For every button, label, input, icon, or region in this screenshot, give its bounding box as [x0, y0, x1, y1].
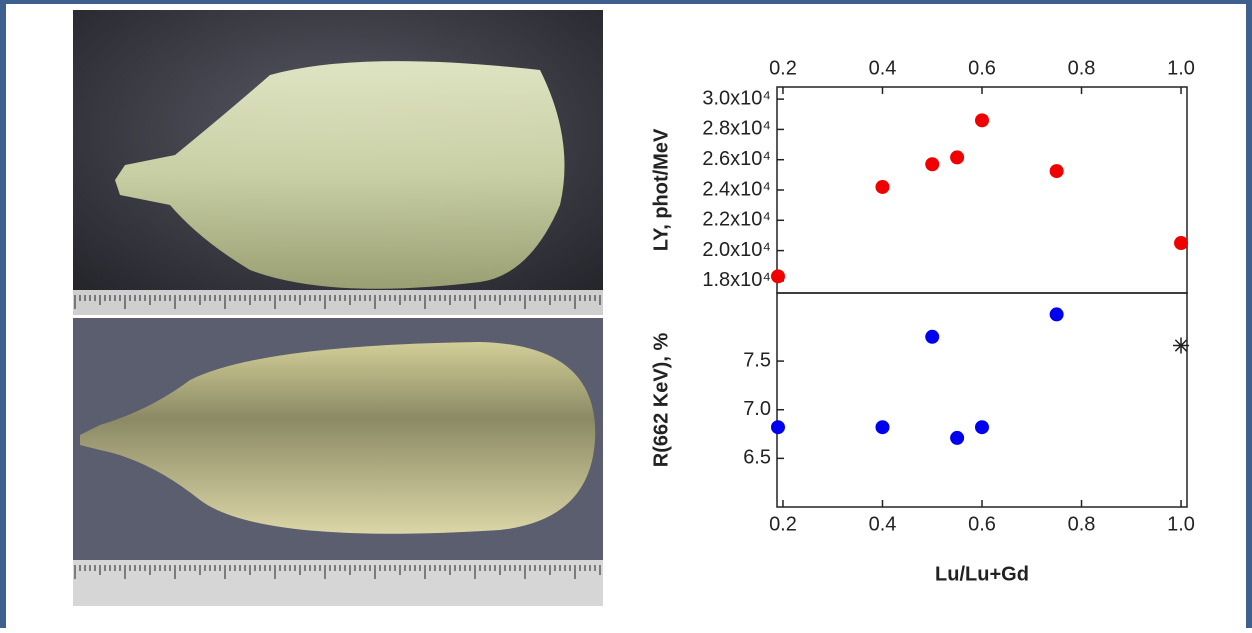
point: [975, 113, 989, 127]
x-tick-label: 0.2: [769, 57, 797, 79]
point: [875, 180, 889, 194]
slide: 0.2 0.4 0.6 0.8 1.0 1.8x10⁴ 2.0x10⁴ 2.2x10⁴ 2.4x…: [0, 0, 1252, 628]
y-axis-label: LY, phot/MeV: [650, 128, 672, 251]
y-tick-label: 2.8x10⁴: [702, 118, 771, 140]
y-tick-label: 6.5: [743, 447, 771, 469]
y-tick-label: 2.0x10⁴: [702, 239, 771, 261]
frame-left: [0, 0, 6, 628]
x-tick-label: 1.0: [1167, 57, 1195, 79]
y-tick-label: 7.5: [743, 349, 771, 371]
frame-right: [1246, 0, 1252, 628]
x-tick-label: 0.8: [1068, 57, 1096, 79]
point: [975, 420, 989, 434]
point: [925, 157, 939, 171]
y-tick-label: 2.2x10⁴: [702, 209, 771, 231]
point: [950, 431, 964, 445]
point: [1173, 338, 1189, 354]
x-tick-label: 0.6: [968, 513, 996, 535]
frame-top: [0, 0, 1252, 4]
point: [1174, 236, 1188, 250]
point: [771, 420, 785, 434]
x-tick-label: 0.4: [869, 57, 897, 79]
y-tick-label: 7.0: [743, 398, 771, 420]
point: [950, 150, 964, 164]
chart: 0.2 0.4 0.6 0.8 1.0 1.8x10⁴ 2.0x10⁴ 2.2x10⁴ 2.4x…: [650, 57, 1195, 585]
x-tick-label: 1.0: [1167, 513, 1195, 535]
y-axis-label: R(662 KeV), %: [650, 333, 672, 468]
y-tick-label: 2.6x10⁴: [702, 148, 771, 170]
point: [1050, 164, 1064, 178]
x-tick-label: 0.4: [869, 513, 897, 535]
plot-frame: [777, 293, 1187, 507]
point: [1050, 307, 1064, 321]
photo-top: [73, 10, 603, 315]
x-tick-label: 0.6: [968, 57, 996, 79]
x-axis-label: Lu/Lu+Gd: [935, 563, 1029, 585]
point: [875, 420, 889, 434]
photo-bottom: [73, 318, 603, 606]
x-tick-label: 0.2: [769, 513, 797, 535]
y-tick-label: 3.0x10⁴: [702, 87, 771, 109]
point: [925, 330, 939, 344]
point: [771, 269, 785, 283]
y-tick-label: 1.8x10⁴: [702, 269, 771, 291]
y-tick-label: 2.4x10⁴: [702, 178, 771, 200]
x-tick-label: 0.8: [1068, 513, 1096, 535]
